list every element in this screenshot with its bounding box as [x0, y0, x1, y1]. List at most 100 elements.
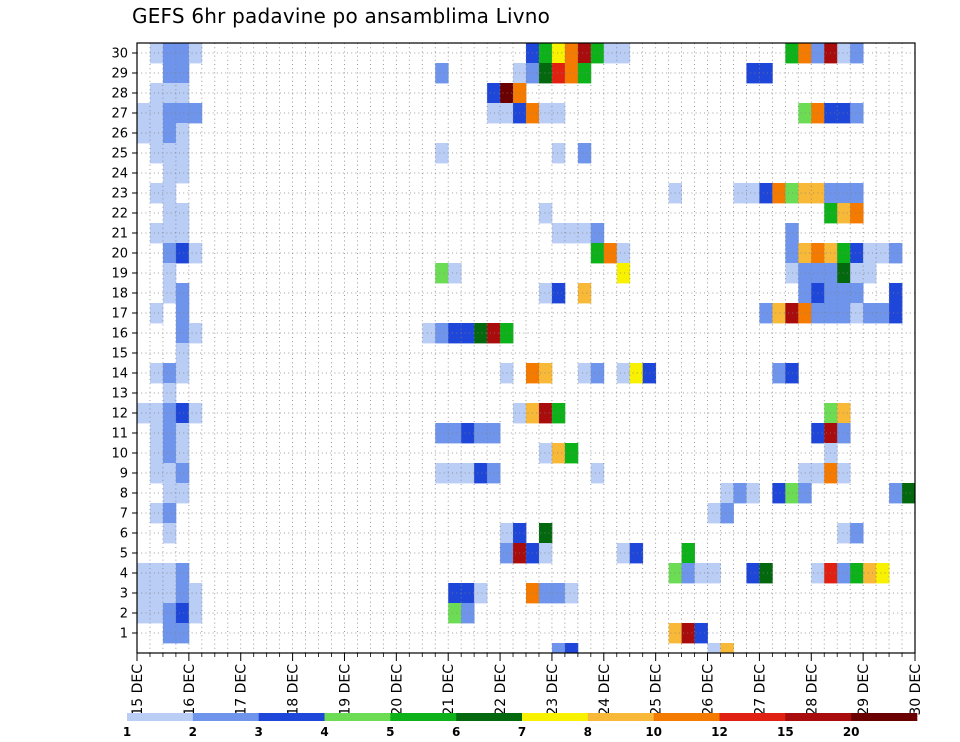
heatmap-cell	[837, 463, 851, 484]
heatmap-cell	[850, 243, 864, 264]
heatmap-cell	[461, 423, 475, 444]
y-tick-label: 14	[111, 367, 128, 382]
heatmap-cell	[422, 323, 436, 344]
heatmap-cell	[889, 483, 903, 504]
heatmap-cell	[175, 363, 190, 384]
heatmap-cell	[162, 203, 177, 224]
heatmap-cell	[149, 463, 164, 484]
heatmap-cell	[850, 523, 864, 544]
heatmap-cell	[577, 283, 592, 304]
heatmap-cell	[733, 483, 747, 504]
legend-swatch	[522, 713, 589, 721]
heatmap-cell	[694, 623, 708, 644]
heatmap-cell	[162, 363, 177, 384]
heatmap-cell	[188, 583, 203, 604]
heatmap-cell	[435, 323, 449, 344]
legend-swatch	[127, 713, 194, 721]
chart-title: GEFS 6hr padavine po ansamblima Livno	[132, 4, 551, 28]
heatmap-cell	[162, 263, 177, 284]
heatmap-cell	[162, 123, 177, 144]
heatmap-cell	[448, 423, 462, 444]
heatmap-cell	[461, 603, 475, 624]
heatmap-cell	[720, 483, 734, 504]
heatmap-cell	[487, 423, 501, 444]
heatmap-cell	[889, 303, 903, 324]
heatmap-cell	[590, 363, 605, 384]
heatmap-cell	[837, 423, 851, 444]
heatmap-cell	[616, 243, 631, 264]
heatmap-cell	[837, 183, 851, 204]
x-tick-label: 20 DEC	[389, 664, 405, 716]
heatmap-cell	[487, 83, 501, 104]
legend-swatch	[851, 713, 918, 721]
heatmap-cell	[461, 323, 475, 344]
heatmap-cell	[551, 143, 566, 164]
heatmap-cell	[474, 463, 488, 484]
y-tick-label: 10	[111, 447, 128, 462]
heatmap-cell	[733, 183, 747, 204]
heatmap-cell	[448, 603, 462, 624]
heatmap-cell	[629, 363, 644, 384]
heatmap-cell	[538, 403, 553, 424]
heatmap-cell	[785, 263, 799, 284]
heatmap-cell	[149, 423, 164, 444]
heatmap-cell	[850, 103, 864, 124]
legend-label: 4	[320, 725, 328, 739]
y-tick-label: 11	[111, 427, 128, 442]
heatmap-cell	[538, 283, 553, 304]
heatmap-cell	[772, 183, 786, 204]
legend-label: 12	[711, 725, 728, 739]
heatmap-cell	[538, 43, 553, 64]
heatmap-cell	[538, 443, 553, 464]
heatmap-cell	[149, 403, 164, 424]
heatmap-cell	[850, 43, 864, 64]
heatmap-cell	[902, 483, 916, 504]
heatmap-cell	[137, 103, 151, 124]
legend-swatch	[258, 713, 325, 721]
y-tick-label: 18	[111, 287, 128, 302]
y-tick-label: 26	[111, 127, 128, 142]
heatmap-cell	[538, 363, 553, 384]
heatmap-cell	[616, 363, 631, 384]
heatmap-cell	[837, 563, 851, 584]
heatmap-cell	[162, 583, 177, 604]
legend-label: 3	[254, 725, 262, 739]
heatmap-cell	[603, 243, 618, 264]
grid-lines	[137, 43, 915, 653]
heatmap-cell	[850, 203, 864, 224]
y-tick-label: 13	[111, 387, 128, 402]
heatmap-cell	[759, 303, 773, 324]
legend-swatch	[456, 713, 523, 721]
legend-label: 10	[645, 725, 662, 739]
y-tick-label: 16	[111, 327, 128, 342]
legend-label: 1	[123, 725, 131, 739]
heatmap-cell	[461, 463, 475, 484]
legend-label: 2	[189, 725, 197, 739]
legend-label: 20	[843, 725, 860, 739]
heatmap-cell	[850, 563, 864, 584]
heatmap-cell	[175, 223, 190, 244]
heatmap-cell	[435, 263, 449, 284]
heatmap-cell	[564, 223, 579, 244]
heatmap-cell	[149, 143, 164, 164]
x-tick-label: 15 DEC	[130, 664, 146, 716]
heatmap-cell	[162, 563, 177, 584]
y-tick-label: 17	[111, 307, 128, 322]
heatmap-cell	[577, 63, 592, 84]
x-tick-label: 16 DEC	[182, 664, 198, 716]
heatmap-cell	[863, 243, 877, 264]
x-tick-label: 27 DEC	[752, 664, 768, 716]
legend-swatch	[192, 713, 259, 721]
heatmap-cell	[681, 563, 695, 584]
heatmap-cell	[850, 183, 864, 204]
heatmap-cell	[837, 43, 851, 64]
heatmap-cell	[720, 503, 734, 524]
heatmap-cell	[759, 563, 773, 584]
legend-swatch	[390, 713, 457, 721]
y-tick-label: 22	[111, 207, 128, 222]
heatmap-cell	[837, 263, 851, 284]
y-tick-label: 4	[120, 567, 128, 582]
heatmap-cell	[707, 563, 721, 584]
heatmap-cell	[162, 183, 177, 204]
